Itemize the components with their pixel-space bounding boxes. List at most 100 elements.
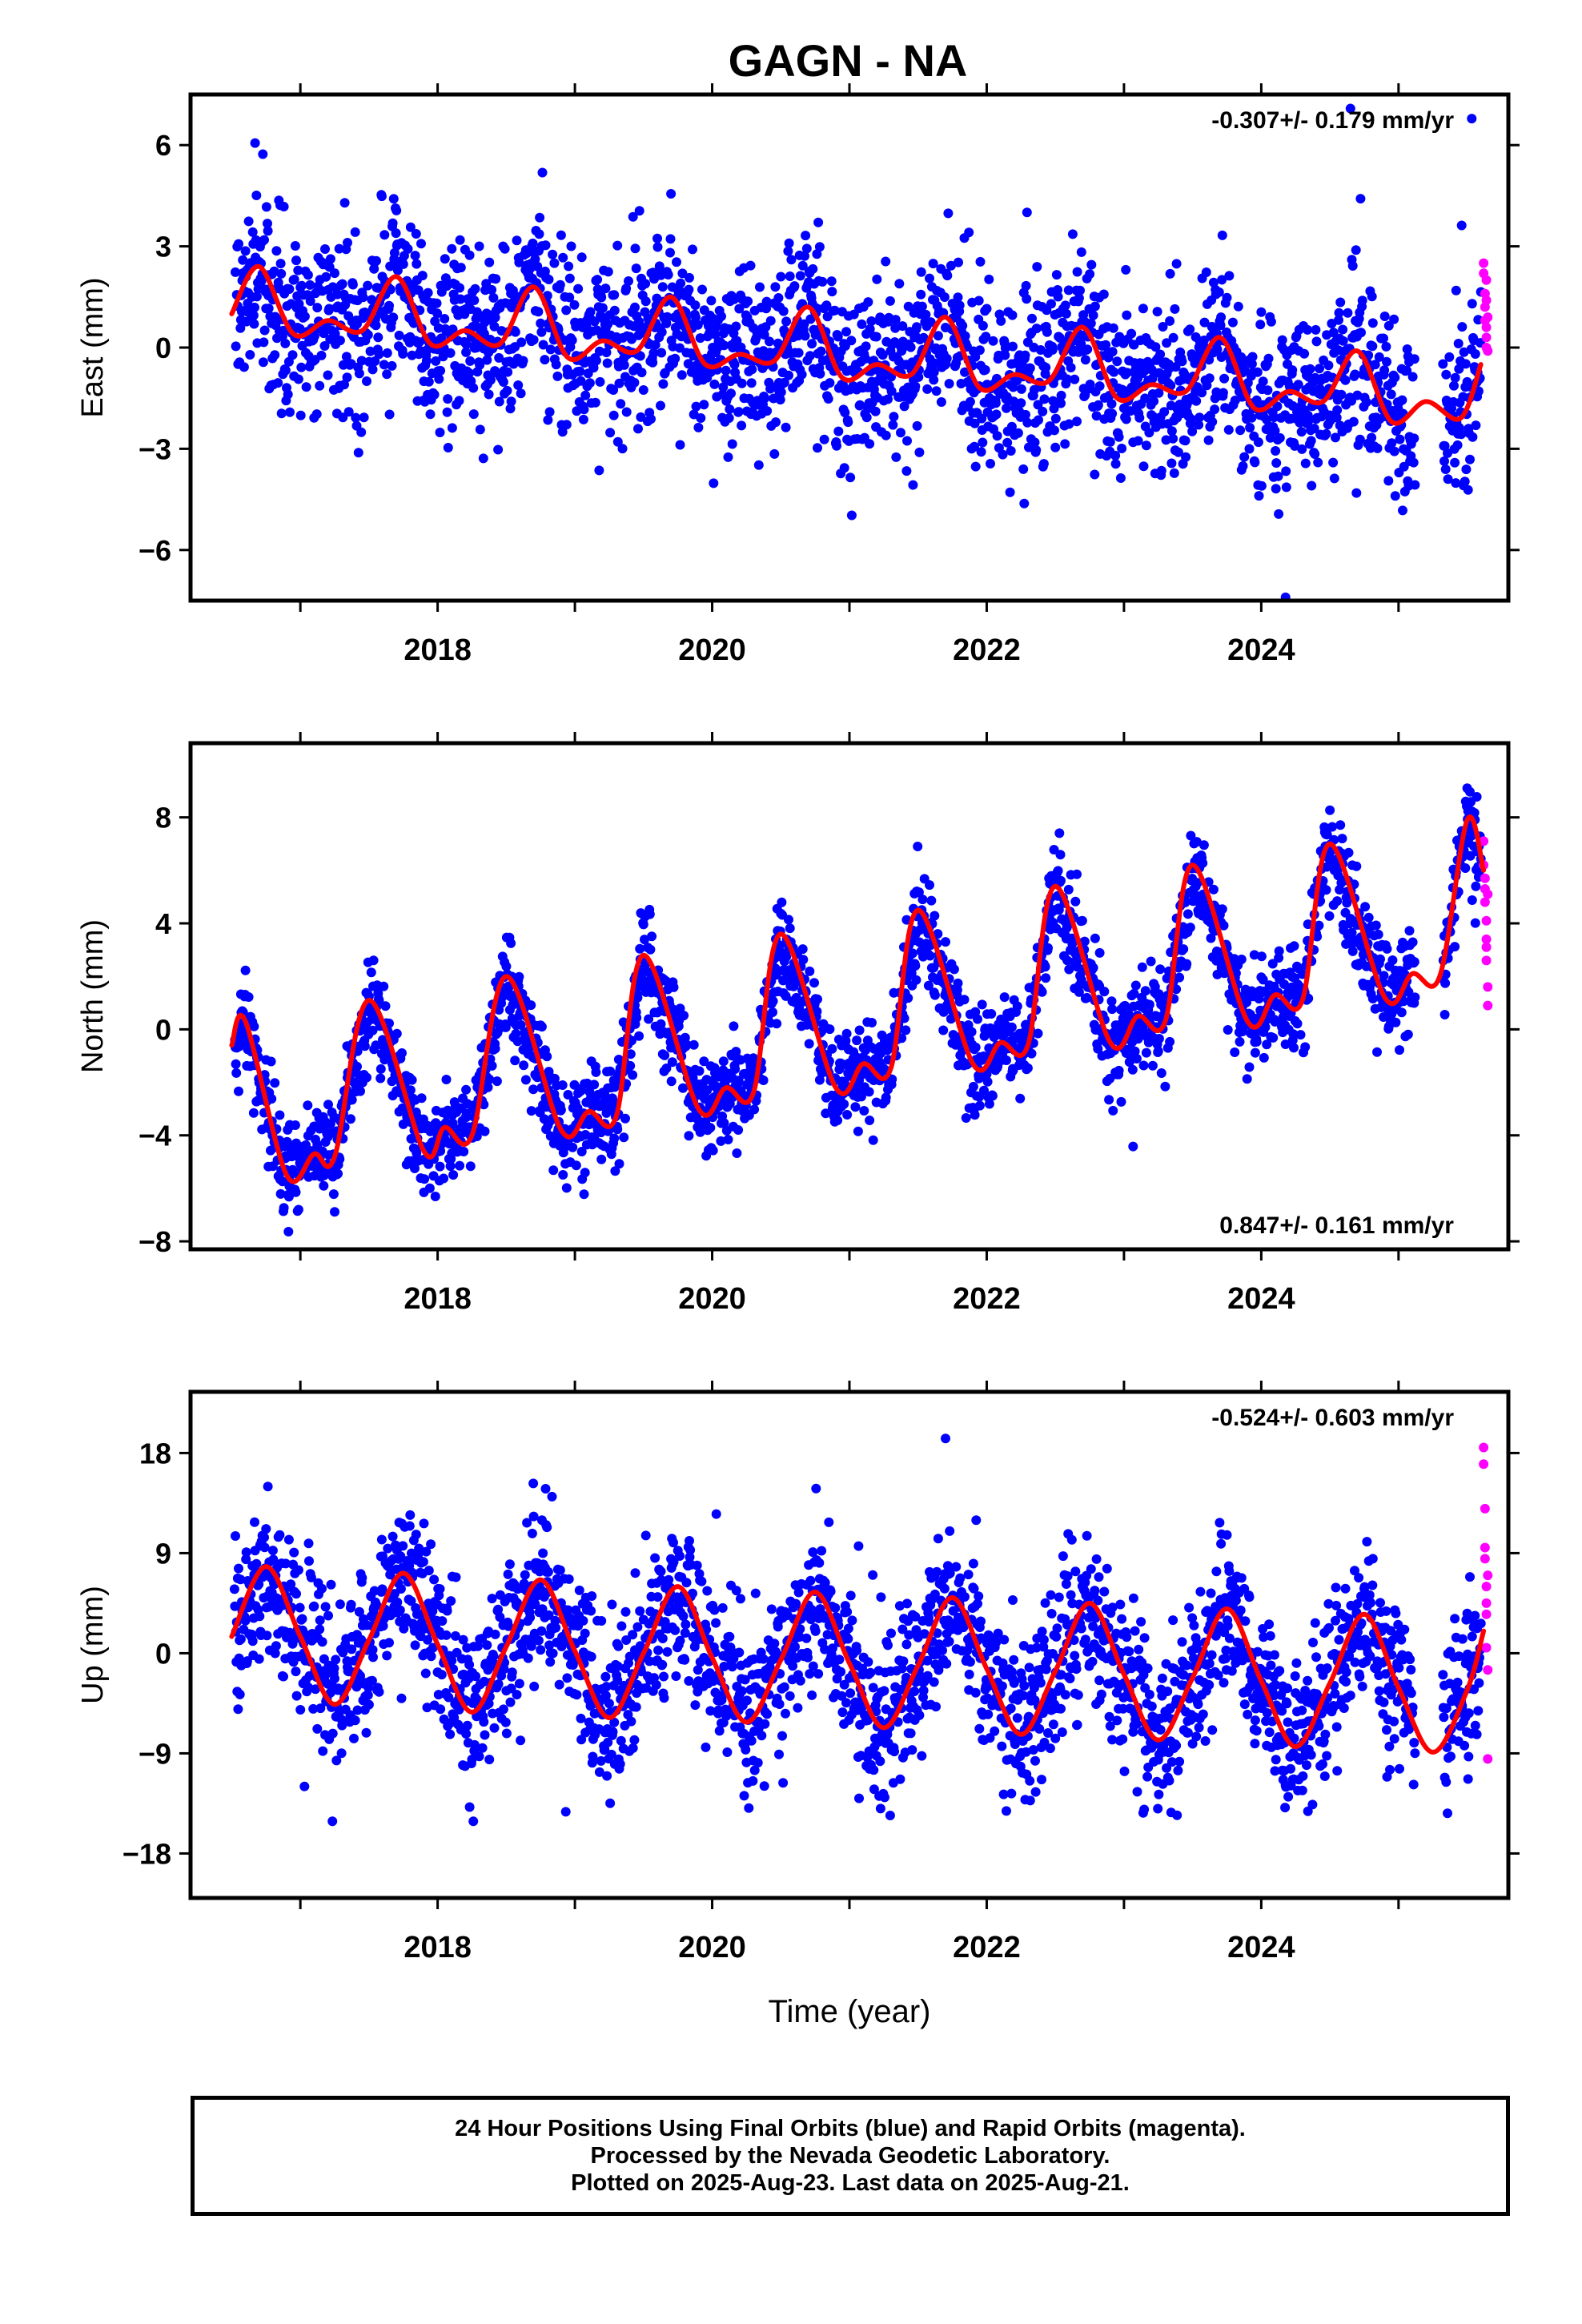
final-orbit-point: [719, 1118, 729, 1128]
final-orbit-point: [650, 340, 661, 350]
final-orbit-point: [563, 1090, 573, 1100]
final-orbit-point: [461, 340, 472, 350]
final-orbit-point: [591, 356, 601, 366]
final-orbit-point: [864, 1087, 874, 1097]
final-orbit-point: [1313, 457, 1323, 468]
final-orbit-point: [823, 394, 833, 404]
final-orbit-point: [1040, 962, 1050, 972]
final-orbit-point: [872, 274, 882, 284]
fit-curve-north: [229, 814, 1487, 1184]
final-orbit-point: [299, 312, 310, 322]
final-orbit-point: [628, 1070, 638, 1080]
final-orbit-point: [801, 243, 812, 254]
final-orbit-point: [1022, 1063, 1033, 1073]
final-orbit-point: [1303, 919, 1313, 930]
final-orbit-point: [716, 1136, 726, 1146]
final-orbit-point: [1271, 458, 1282, 468]
final-orbit-point: [245, 350, 255, 360]
final-orbit-point: [359, 412, 369, 423]
final-orbit-point: [902, 436, 912, 446]
y-tick-label: 6: [155, 129, 171, 162]
final-orbit-point: [1203, 435, 1214, 445]
final-orbit-point: [970, 1110, 980, 1120]
final-orbit-point: [1085, 380, 1095, 389]
final-orbit-point: [901, 466, 912, 476]
y-tick-label: −3: [139, 432, 171, 465]
final-orbit-point: [1340, 375, 1351, 385]
final-orbit-point: [1440, 464, 1451, 474]
final-orbit-point: [929, 367, 939, 377]
final-orbit-point: [534, 229, 544, 239]
final-orbit-point: [480, 1126, 490, 1136]
final-orbit-point: [1021, 409, 1030, 420]
final-orbit-point: [785, 923, 795, 934]
rapid-orbit-point: [1483, 346, 1493, 356]
final-orbit-point: [1168, 332, 1178, 343]
final-orbit-point: [440, 314, 450, 324]
final-orbit-point: [636, 368, 647, 378]
final-orbit-point: [250, 302, 259, 312]
final-orbit-point: [1463, 485, 1473, 495]
final-orbit-point: [1110, 450, 1121, 460]
final-orbit-point: [1290, 440, 1300, 451]
final-orbit-point: [552, 371, 563, 381]
final-orbit-point: [778, 306, 789, 316]
final-orbit-point: [813, 217, 824, 227]
final-orbit-point: [1245, 423, 1255, 432]
final-orbit-point: [881, 430, 891, 440]
final-orbit-point: [429, 389, 440, 400]
final-orbit-point: [1465, 786, 1475, 797]
final-orbit-point: [1000, 343, 1010, 353]
final-orbit-point: [672, 257, 681, 267]
final-orbit-point: [986, 1009, 997, 1019]
final-orbit-point: [271, 246, 282, 256]
final-orbit-point: [707, 356, 717, 367]
final-orbit-point: [1072, 869, 1082, 879]
final-orbit-point: [719, 340, 729, 351]
final-orbit-point: [315, 380, 325, 391]
final-orbit-point: [1131, 1054, 1142, 1063]
final-orbit-point: [784, 370, 793, 380]
final-orbit-point: [1022, 417, 1033, 428]
final-orbit-point: [1275, 432, 1285, 443]
final-orbit-point: [1082, 344, 1093, 355]
final-orbit-point: [801, 231, 811, 241]
final-orbit-point: [605, 1066, 616, 1076]
final-orbit-point: [384, 300, 394, 311]
final-orbit-point: [1398, 505, 1407, 516]
final-orbit-point: [1063, 884, 1074, 895]
final-orbit-point: [781, 316, 792, 327]
final-orbit-point: [1070, 896, 1081, 907]
final-orbit-point: [1186, 830, 1196, 841]
final-orbit-point: [800, 331, 810, 341]
final-orbit-point: [1372, 1047, 1382, 1057]
final-orbit-point: [1138, 1060, 1149, 1071]
final-orbit-point: [1041, 973, 1051, 983]
final-orbit-point: [1138, 304, 1148, 314]
final-orbit-point: [925, 273, 934, 283]
final-orbit-point: [1370, 360, 1380, 370]
final-orbit-point: [652, 233, 662, 243]
final-orbit-point: [1345, 103, 1355, 114]
final-orbit-point: [1025, 363, 1035, 373]
final-orbit-point: [375, 1063, 386, 1074]
fit-curve-east: [229, 263, 1484, 426]
final-orbit-point: [455, 1160, 465, 1171]
final-orbit-point: [866, 316, 877, 326]
final-orbit-point: [579, 404, 589, 415]
final-orbit-point: [503, 367, 513, 377]
final-orbit-point: [1094, 947, 1105, 958]
final-orbit-point: [691, 312, 701, 323]
final-orbit-point: [1350, 369, 1360, 380]
final-orbit-point: [1030, 437, 1040, 448]
final-orbit-point: [789, 281, 800, 292]
final-orbit-point: [730, 1064, 741, 1074]
final-orbit-point: [596, 1154, 607, 1164]
final-orbit-point: [436, 333, 447, 344]
final-orbit-point: [1082, 992, 1092, 1003]
final-orbit-point: [567, 335, 577, 345]
final-orbit-point: [275, 259, 286, 269]
final-orbit-point: [398, 259, 408, 269]
final-orbit-point: [1178, 944, 1189, 955]
